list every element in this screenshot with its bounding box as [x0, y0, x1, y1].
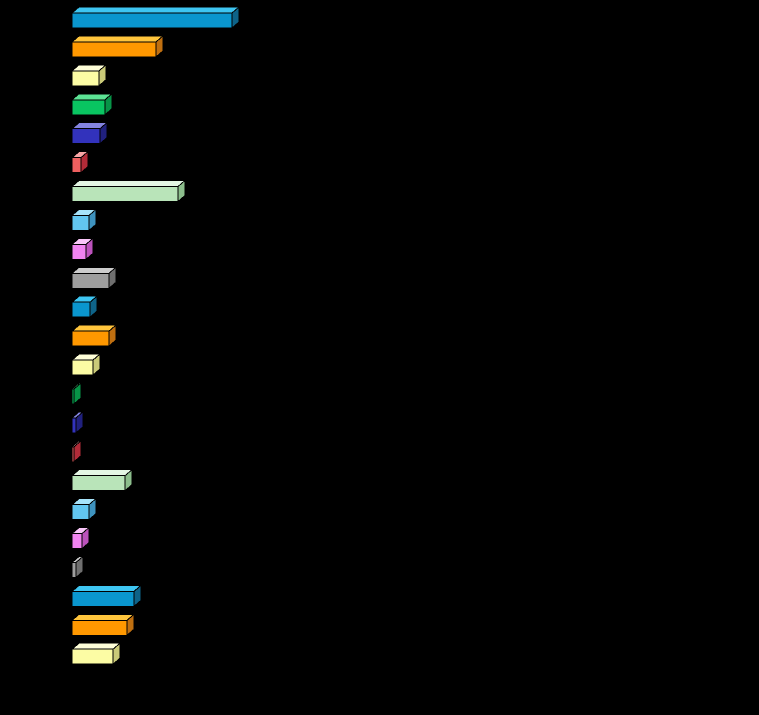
bar-top-face: [70, 180, 187, 188]
bar-front-face: [71, 590, 135, 607]
bar-front-face: [71, 12, 233, 29]
bar-row: [70, 555, 85, 579]
bar-row: [70, 352, 102, 377]
bar-row: [70, 324, 118, 348]
bar-front-face: [71, 561, 77, 578]
bar-row: [70, 150, 90, 174]
bar-front-face: [71, 504, 90, 521]
bar-row: [70, 266, 118, 290]
bar-front-face: [71, 157, 82, 174]
bar-front-face: [71, 99, 106, 116]
bar-row: [70, 92, 114, 116]
bar-row: [70, 613, 136, 637]
bar-front-face: [71, 533, 83, 550]
bar-front-face: [71, 619, 128, 636]
bar-row: [70, 526, 91, 550]
bar-top-face: [70, 584, 143, 592]
bar-row: [70, 5, 241, 30]
bar-front-face: [71, 272, 110, 289]
bar-top-face: [70, 613, 136, 621]
bar-row: [70, 179, 187, 203]
bar-row: [70, 468, 134, 492]
bar-front-face: [71, 417, 77, 434]
bar-top-face: [70, 469, 134, 477]
bar-row: [70, 497, 98, 521]
bar-front-face: [71, 446, 75, 463]
bar-front-face: [71, 128, 101, 145]
bar-row: [70, 410, 85, 434]
bar-top-face: [70, 35, 165, 43]
bar-row: [70, 642, 122, 666]
bar-row: [70, 381, 83, 406]
bar-front-face: [71, 41, 157, 58]
bar-row: [70, 237, 95, 261]
bar-front-face: [71, 301, 91, 318]
bar-front-face: [71, 359, 94, 376]
bar-row: [70, 584, 143, 608]
bar-front-face: [71, 330, 110, 347]
bar-front-face: [71, 243, 87, 260]
bar-row: [70, 34, 165, 59]
bar-row: [70, 295, 99, 319]
bar-top-face: [70, 642, 122, 650]
bar-front-face: [71, 70, 100, 87]
bar-row: [70, 208, 98, 232]
bar-front-face: [71, 214, 90, 231]
bar-front-face: [71, 388, 75, 405]
bar-row: [70, 439, 83, 463]
bar-row: [70, 63, 108, 87]
bar-front-face: [71, 648, 114, 665]
bar-front-face: [71, 186, 179, 203]
bar-top-face: [70, 6, 241, 14]
bar-row: [70, 121, 109, 145]
bar-front-face: [71, 475, 126, 492]
